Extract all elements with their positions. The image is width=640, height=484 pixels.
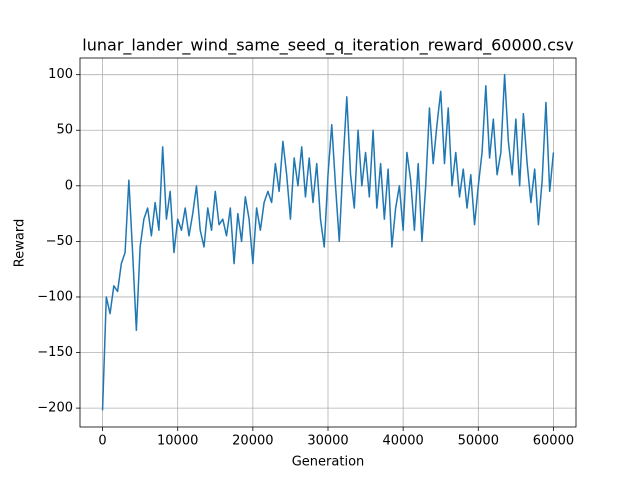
x-tick-label: 30000 xyxy=(307,434,348,449)
x-tick-label: 10000 xyxy=(157,434,198,449)
y-tick-label: 50 xyxy=(56,123,73,138)
y-tick-label: 100 xyxy=(48,67,73,82)
x-tick-label: 60000 xyxy=(533,434,574,449)
y-tick-label: −150 xyxy=(37,345,73,360)
data-line xyxy=(101,73,555,411)
y-tick-label: −100 xyxy=(37,289,73,304)
x-tick-label: 20000 xyxy=(232,434,273,449)
y-tick-label: −50 xyxy=(46,234,73,249)
x-tick-label: 0 xyxy=(98,434,106,449)
y-axis-label: Reward xyxy=(13,219,28,267)
y-tick-label: −200 xyxy=(37,401,73,416)
plot-frame xyxy=(79,57,577,428)
chart-title: lunar_lander_wind_same_seed_q_iteration_… xyxy=(82,36,573,56)
x-axis-label: Generation xyxy=(292,455,365,470)
x-tick-label: 50000 xyxy=(458,434,499,449)
y-tick-label: 0 xyxy=(65,178,73,193)
x-tick-label: 40000 xyxy=(382,434,423,449)
